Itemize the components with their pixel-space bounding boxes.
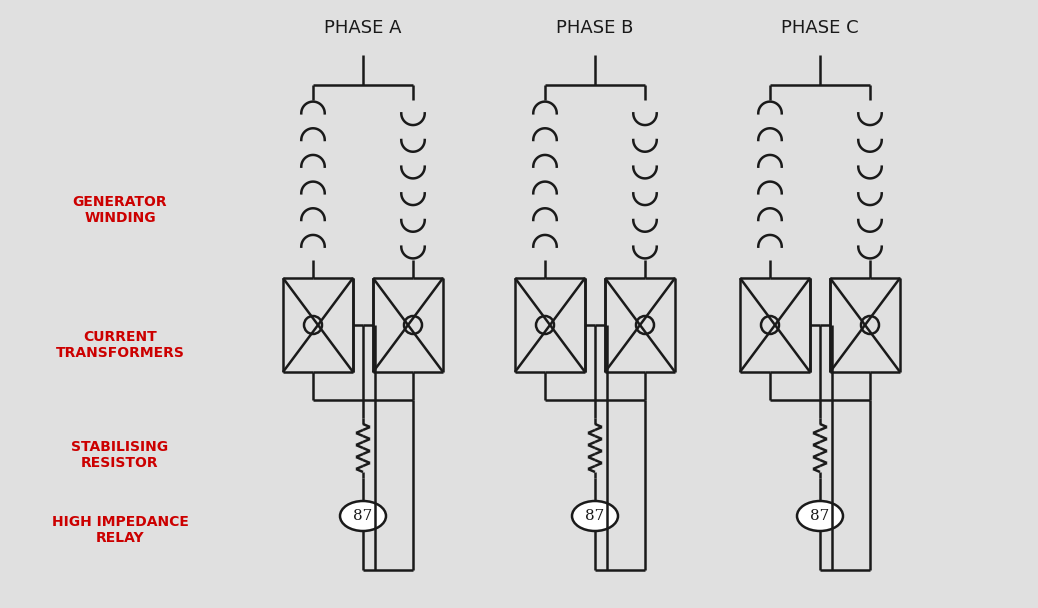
- Ellipse shape: [340, 501, 386, 531]
- Text: STABILISING
RESISTOR: STABILISING RESISTOR: [72, 440, 168, 470]
- Text: PHASE C: PHASE C: [782, 19, 858, 37]
- Text: 87: 87: [811, 509, 829, 523]
- Text: PHASE B: PHASE B: [556, 19, 633, 37]
- Text: CURRENT
TRANSFORMERS: CURRENT TRANSFORMERS: [56, 330, 185, 360]
- Ellipse shape: [572, 501, 618, 531]
- Text: PHASE A: PHASE A: [324, 19, 402, 37]
- Text: GENERATOR
WINDING: GENERATOR WINDING: [73, 195, 167, 225]
- Text: 87: 87: [353, 509, 373, 523]
- Text: 87: 87: [585, 509, 604, 523]
- Text: HIGH IMPEDANCE
RELAY: HIGH IMPEDANCE RELAY: [52, 515, 189, 545]
- Ellipse shape: [797, 501, 843, 531]
